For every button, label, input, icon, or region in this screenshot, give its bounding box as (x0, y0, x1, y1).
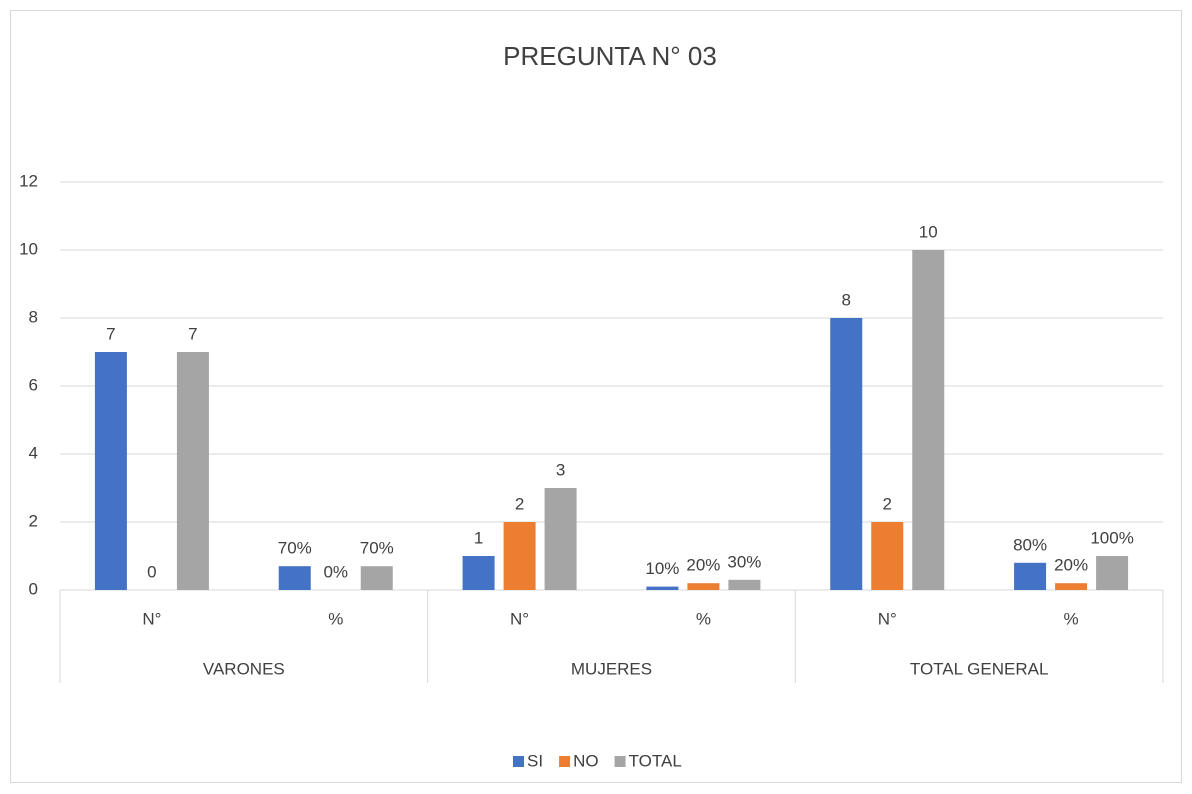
chart-title: PREGUNTA N° 03 (503, 41, 717, 71)
x-tick-label: % (1064, 609, 1079, 628)
bar (503, 522, 536, 590)
data-label: 2 (515, 494, 524, 513)
bar (1055, 583, 1088, 590)
y-tick-label: 6 (29, 375, 38, 394)
group-label: VARONES (203, 659, 285, 678)
bar (871, 522, 904, 590)
x-tick-label: N° (878, 609, 897, 628)
bar (1096, 556, 1129, 590)
legend-swatch (513, 756, 524, 767)
y-tick-label: 2 (29, 511, 38, 530)
data-label: 20% (1054, 556, 1088, 575)
legend-label: TOTAL (629, 751, 682, 770)
bar (1014, 562, 1047, 590)
legend-label: SI (527, 751, 543, 770)
legend-swatch (614, 756, 626, 767)
x-tick-label: % (696, 609, 711, 628)
bar (687, 583, 720, 590)
data-label: 7 (106, 324, 115, 343)
bar (728, 579, 761, 590)
bar (94, 352, 127, 590)
x-tick-label: N° (142, 609, 161, 628)
legend-label: NO (573, 751, 599, 770)
data-label: 8 (842, 290, 851, 309)
data-label: 1 (474, 528, 483, 547)
data-label: 2 (883, 494, 892, 513)
data-label: 3 (556, 460, 565, 479)
bar (360, 566, 393, 590)
y-tick-label: 8 (29, 307, 38, 326)
data-label: 7 (188, 324, 197, 343)
data-label: 20% (686, 556, 720, 575)
bar (462, 556, 495, 590)
data-label: 100% (1090, 528, 1133, 547)
group-label: MUJERES (571, 659, 652, 678)
bar (912, 250, 945, 590)
data-label: 30% (727, 552, 761, 571)
data-label: 70% (278, 539, 312, 558)
x-tick-label: % (328, 609, 343, 628)
y-tick-label: 0 (29, 579, 38, 598)
bar (830, 318, 863, 590)
bar (544, 488, 577, 590)
data-label: 80% (1013, 535, 1047, 554)
x-tick-label: N° (510, 609, 529, 628)
y-tick-label: 12 (19, 171, 38, 190)
group-label: TOTAL GENERAL (910, 659, 1049, 678)
bar (176, 352, 209, 590)
y-tick-label: 4 (29, 443, 38, 462)
data-label: 10% (645, 559, 679, 578)
data-label: 0% (323, 562, 348, 581)
bar (278, 566, 311, 590)
y-tick-label: 10 (19, 239, 38, 258)
data-label: 70% (360, 539, 394, 558)
data-label: 0 (147, 562, 156, 581)
bar (646, 586, 679, 590)
legend-swatch (559, 756, 571, 767)
data-label: 10 (919, 222, 938, 241)
